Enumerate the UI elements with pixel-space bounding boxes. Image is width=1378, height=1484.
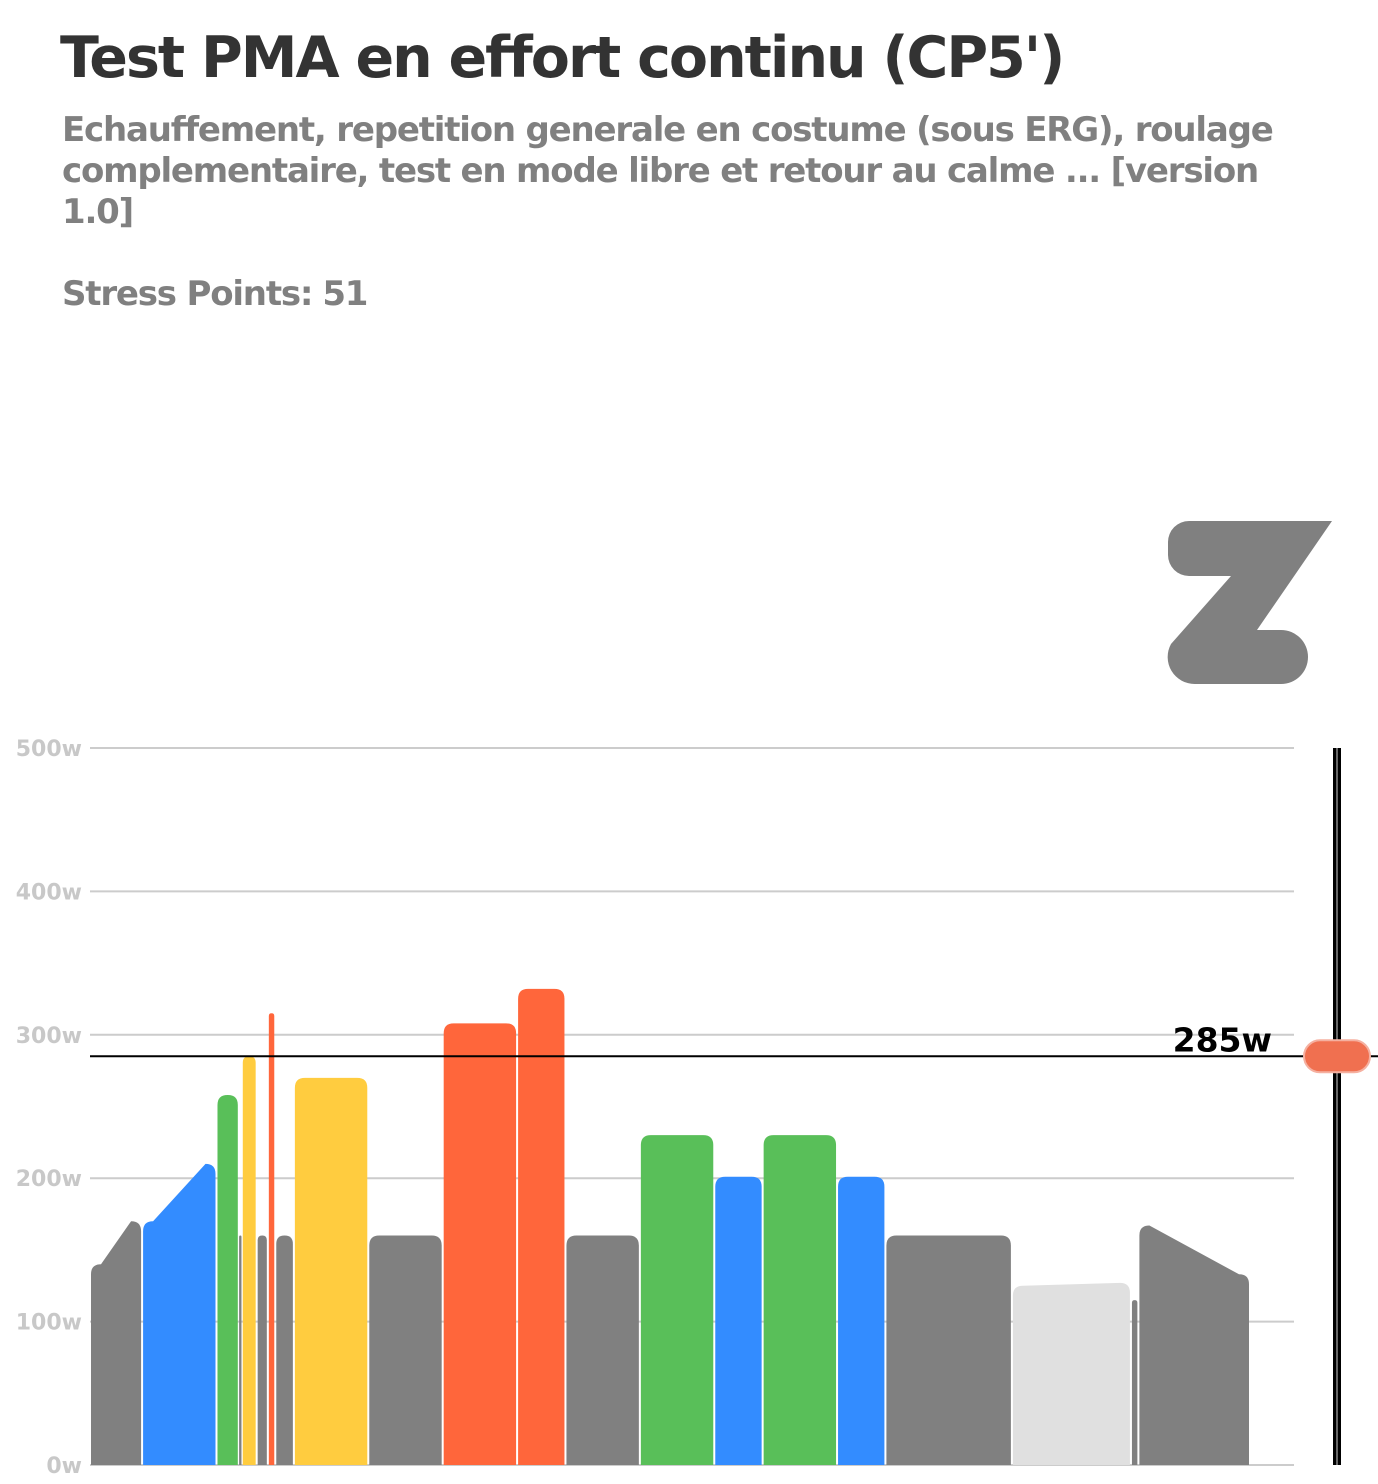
interval-bar xyxy=(715,1176,762,1465)
interval-bar xyxy=(1139,1225,1249,1465)
interval-bar xyxy=(763,1135,837,1465)
interval-bar xyxy=(217,1095,238,1465)
interval-bar xyxy=(1131,1300,1138,1465)
interval-bar xyxy=(294,1077,368,1465)
y-tick-label: 0w xyxy=(46,1454,82,1479)
interval-bar xyxy=(257,1235,267,1465)
interval-bar xyxy=(143,1163,216,1465)
interval-bar xyxy=(566,1235,639,1465)
interval-bar xyxy=(242,1056,256,1465)
ftp-label: 285w xyxy=(1173,1020,1272,1059)
y-tick-label: 200w xyxy=(16,1167,82,1192)
interval-bars xyxy=(91,988,1249,1465)
interval-bar xyxy=(640,1135,714,1465)
zwift-logo-icon xyxy=(1167,521,1332,685)
interval-bar xyxy=(886,1235,1011,1465)
stress-points-value: 51 xyxy=(322,274,368,314)
ftp-slider-handle[interactable] xyxy=(1303,1039,1371,1074)
stress-points-label: Stress Points: xyxy=(62,274,314,314)
interval-bar xyxy=(838,1176,885,1465)
interval-bar xyxy=(276,1235,293,1465)
interval-bar xyxy=(518,988,565,1465)
ftp-slider-track-inner xyxy=(1336,748,1338,1465)
interval-bar xyxy=(268,1013,275,1465)
workout-description: Echauffement, repetition generale en cos… xyxy=(62,110,1274,232)
workout-power-chart: 0w 100w 200w 300w 400w 500w 285w xyxy=(16,737,1378,1479)
y-axis-ticks: 0w 100w 200w 300w 400w 500w xyxy=(16,737,82,1479)
interval-bar xyxy=(1012,1282,1130,1465)
y-tick-label: 400w xyxy=(16,880,82,905)
y-tick-label: 300w xyxy=(16,1024,82,1049)
interval-bar xyxy=(91,1221,142,1465)
interval-bar xyxy=(443,1023,517,1465)
stress-points: Stress Points: 51 xyxy=(62,274,368,314)
interval-bar xyxy=(239,1235,242,1465)
y-tick-label: 100w xyxy=(16,1311,82,1336)
y-tick-label: 500w xyxy=(16,737,82,762)
workout-title: Test PMA en effort continu (CP5') xyxy=(60,25,1065,91)
interval-bar xyxy=(369,1235,442,1465)
